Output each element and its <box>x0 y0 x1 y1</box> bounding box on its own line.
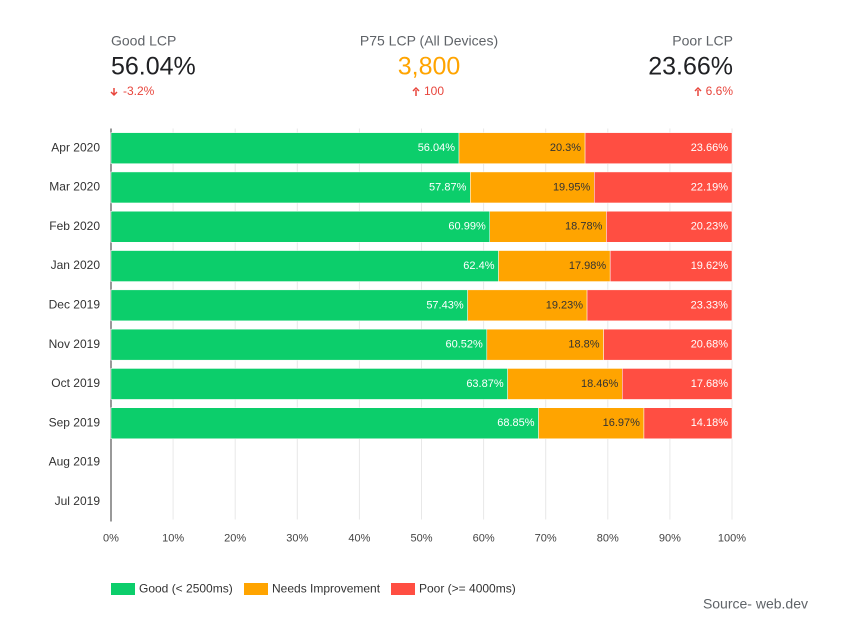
value-label: 18.8% <box>568 339 599 351</box>
value-label: 60.99% <box>448 221 486 233</box>
y-tick-label: Jul 2019 <box>55 494 101 508</box>
value-label: 18.78% <box>565 221 603 233</box>
y-tick-label: Sep 2019 <box>49 415 101 429</box>
bar-segment <box>110 328 488 361</box>
bar-segment <box>584 132 733 164</box>
bar-segment <box>489 211 607 243</box>
y-tick-label: Dec 2019 <box>49 298 101 312</box>
up-arrow <box>412 86 420 96</box>
value-label: 19.23% <box>546 299 584 311</box>
value-label: 57.87% <box>429 181 467 193</box>
value-label: 62.4% <box>463 260 494 272</box>
value-label: 23.33% <box>691 299 729 311</box>
bar-segment <box>110 289 468 322</box>
bar-segment <box>110 171 471 204</box>
value-label: 18.46% <box>581 378 619 390</box>
value-label: 60.52% <box>446 339 484 351</box>
value-label: 20.68% <box>691 339 729 351</box>
value-label: 17.98% <box>569 260 607 272</box>
x-tick-label: 50% <box>410 532 432 544</box>
value-label: 19.95% <box>553 181 591 193</box>
value-label: 68.85% <box>497 417 535 429</box>
value-label: 63.87% <box>466 378 504 390</box>
x-tick-label: 70% <box>535 532 557 544</box>
chart: 0% 10% 20% 30% 40% 50% 60% 70% 80% 90% 100% Apr 202… <box>49 128 746 596</box>
down-arrow <box>110 88 118 97</box>
legend-swatch <box>391 583 415 595</box>
bar-segment <box>110 211 490 243</box>
kpi-label: Poor LCP <box>672 33 733 49</box>
legend-swatch <box>111 583 135 595</box>
bar-segment <box>586 289 733 322</box>
legend-label: Poor (>= 4000ms) <box>419 582 516 596</box>
y-tick-label: Oct 2019 <box>51 376 100 390</box>
bar-segment <box>110 132 460 164</box>
x-tick-label: 40% <box>348 532 370 544</box>
value-label: 19.62% <box>691 260 729 272</box>
kpi-value: 3,800 <box>398 53 461 81</box>
source: Source- web.dev <box>703 596 808 612</box>
value-label: 23.66% <box>691 142 729 154</box>
y-tick-label: Jan 2020 <box>51 258 101 272</box>
bar-segment <box>498 250 611 282</box>
legend-swatch <box>244 583 268 595</box>
y-tick-label: Feb 2020 <box>49 219 100 233</box>
x-tick-label: 30% <box>286 532 308 544</box>
value-label: 20.23% <box>691 221 729 233</box>
value-label: 14.18% <box>691 417 729 429</box>
bar-segment <box>622 368 733 400</box>
x-tick-label: 60% <box>473 532 495 544</box>
y-tick-label: Apr 2020 <box>51 140 100 154</box>
bar-segment <box>603 328 733 361</box>
kpi-change: 6.6% <box>706 84 734 98</box>
up-arrow <box>694 86 702 96</box>
y-tick-label: Aug 2019 <box>49 455 101 469</box>
x-tick-label: 10% <box>162 532 184 544</box>
x-tick-label: 80% <box>597 532 619 544</box>
kpi-label: Good LCP <box>111 33 176 49</box>
bar-segment <box>606 211 733 243</box>
bar-segment <box>110 407 539 439</box>
value-label: 57.43% <box>426 299 464 311</box>
bar-segment <box>609 250 733 282</box>
value-label: 20.3% <box>550 142 581 154</box>
kpi-value: 23.66% <box>648 53 733 81</box>
kpi-change: 100 <box>424 84 444 98</box>
legend-label: Needs Improvement <box>272 582 381 596</box>
bar-segment <box>470 171 595 204</box>
kpi-value: 56.04% <box>111 53 196 81</box>
bar-segment <box>110 250 499 282</box>
bar-segment <box>467 289 588 322</box>
bar-segment <box>486 328 604 361</box>
legend-label: Good (< 2500ms) <box>139 582 233 596</box>
value-label: 22.19% <box>691 181 729 193</box>
value-label: 17.68% <box>691 378 729 390</box>
value-label: 16.97% <box>603 417 641 429</box>
kpi-label: P75 LCP (All Devices) <box>360 33 498 49</box>
y-tick-label: Nov 2019 <box>49 337 101 351</box>
bar-segment <box>538 407 645 439</box>
bar-segment <box>643 407 733 439</box>
kpi-change: -3.2% <box>123 84 155 98</box>
x-tick-label: 90% <box>659 532 681 544</box>
x-tick-label: 0% <box>103 532 119 544</box>
bar-segment <box>507 368 623 400</box>
bar-segment <box>458 132 586 164</box>
bar-segment <box>594 171 733 204</box>
value-label: 56.04% <box>418 142 456 154</box>
x-tick-label: 100% <box>718 532 746 544</box>
y-tick-label: Mar 2020 <box>49 180 100 194</box>
x-tick-label: 20% <box>224 532 246 544</box>
bar-segment <box>110 368 508 400</box>
